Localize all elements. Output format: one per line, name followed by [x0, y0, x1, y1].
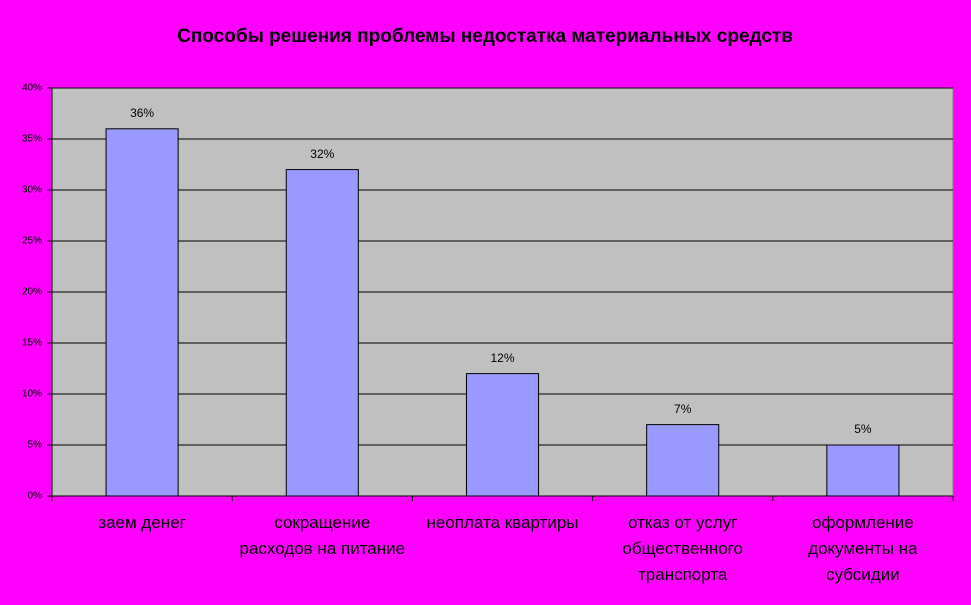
y-tick-label: 40%	[22, 83, 42, 94]
y-tick-label: 15%	[22, 338, 42, 349]
chart-title: Способы решения проблемы недостатка мате…	[177, 26, 793, 47]
data-label: 7%	[674, 402, 692, 416]
data-label: 12%	[490, 351, 514, 365]
x-tick-label: отказ от услуг общественного транспорта	[622, 513, 743, 584]
data-label: 32%	[310, 147, 334, 161]
y-tick-label: 25%	[22, 236, 42, 247]
y-tick-label: 20%	[22, 287, 42, 298]
x-tick-label: заем денег	[98, 513, 186, 532]
bar	[105, 128, 179, 497]
y-tick-label: 10%	[22, 389, 42, 400]
y-tick-label: 35%	[22, 134, 42, 145]
bar	[646, 424, 720, 497]
y-tick-label: 5%	[28, 440, 43, 451]
x-tick-label: сокращение расходов на питание	[239, 513, 406, 558]
bar	[826, 444, 900, 497]
bar	[285, 169, 359, 497]
x-tick-label: неоплата квартиры	[426, 513, 579, 532]
data-label: 36%	[130, 106, 154, 120]
data-label: 5%	[854, 422, 872, 436]
y-tick-label: 0%	[28, 491, 43, 502]
bar	[465, 373, 540, 497]
y-tick-label: 30%	[22, 185, 42, 196]
x-tick-label: оформление документы на субсидии	[808, 513, 918, 584]
